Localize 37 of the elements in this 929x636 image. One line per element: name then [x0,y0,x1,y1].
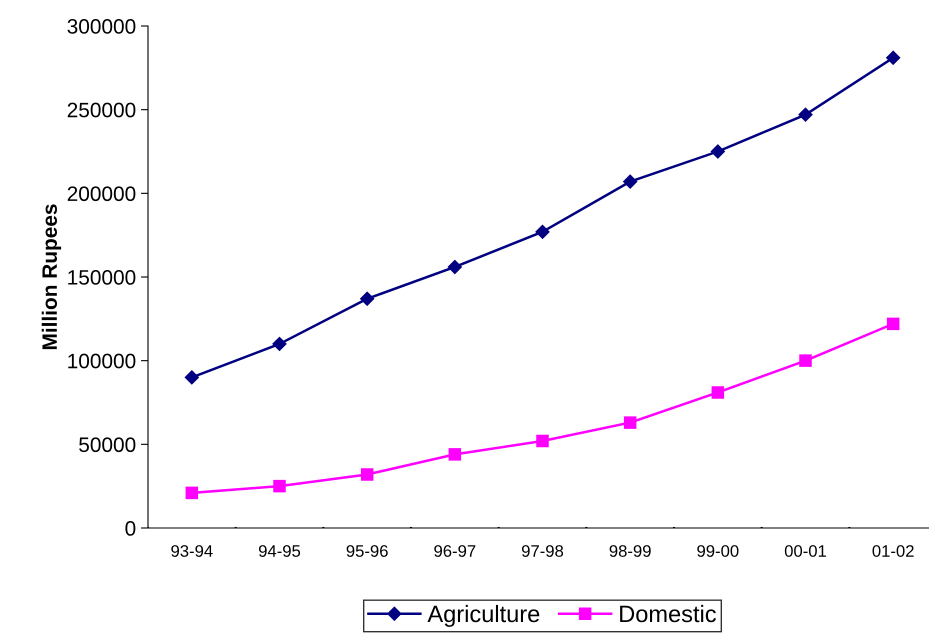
x-tick-label: 94-95 [258,545,300,557]
point [798,108,813,122]
point [710,144,725,159]
point [624,416,636,429]
point [448,448,462,461]
point [535,224,550,239]
x-tick-label: 99-00 [697,545,738,557]
point [184,370,199,384]
y-tick-label: 150000 [68,270,136,285]
y-tick-label: 250000 [68,102,136,118]
x-tick-label: 93-94 [171,545,213,557]
y-tick-label: 300000 [67,19,136,34]
point [886,50,900,65]
point [799,354,812,367]
x-tick-label: 96-97 [434,545,476,557]
point [360,292,374,306]
legend-label: Agriculture [427,604,540,627]
x-tick-label: 00-01 [784,545,826,557]
point [886,318,900,330]
y-tick-label: 50000 [79,437,136,452]
legend-label: Domestic [620,604,716,622]
y-tick-label: 200000 [68,186,136,202]
point [272,336,287,352]
point [360,468,374,481]
x-tick-label: 95-96 [346,545,388,557]
point [448,260,462,274]
point [623,174,638,189]
point [273,480,286,492]
x-tick-label: 97-98 [522,545,564,557]
point [186,486,198,500]
point [536,434,549,448]
y-tick-label: 100000 [68,354,136,368]
y-tick-label: 0 [125,521,136,536]
y-axis-title: Million Rupees [42,204,62,350]
x-tick-label: 98-99 [610,545,651,557]
point [712,386,724,399]
x-tick-label: 01-02 [872,545,914,557]
